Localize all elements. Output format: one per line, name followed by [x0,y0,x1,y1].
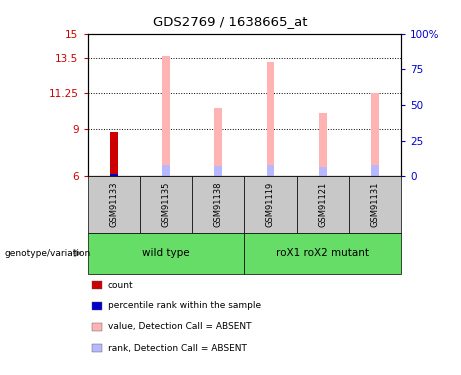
Bar [371,93,379,176]
Bar [319,113,326,176]
Bar [110,174,118,176]
Text: GSM91119: GSM91119 [266,182,275,227]
Text: count: count [108,280,134,290]
Bar [266,165,274,176]
Text: wild type: wild type [142,248,190,258]
Bar [162,56,170,176]
Text: GSM91138: GSM91138 [214,182,223,227]
Bar [162,165,170,176]
Text: GSM91131: GSM91131 [371,182,379,227]
Text: GSM91135: GSM91135 [161,182,171,227]
Text: GSM91133: GSM91133 [109,182,118,227]
Text: GSM91121: GSM91121 [318,182,327,227]
Text: roX1 roX2 mutant: roX1 roX2 mutant [276,248,369,258]
Bar [214,108,222,176]
Bar [266,62,274,176]
Text: GDS2769 / 1638665_at: GDS2769 / 1638665_at [153,15,308,28]
Bar [110,132,118,176]
Text: percentile rank within the sample: percentile rank within the sample [108,302,261,310]
Bar [371,165,379,176]
Text: value, Detection Call = ABSENT: value, Detection Call = ABSENT [108,322,251,332]
Text: genotype/variation: genotype/variation [5,249,91,258]
Bar [214,166,222,176]
Bar [319,167,326,176]
Text: rank, Detection Call = ABSENT: rank, Detection Call = ABSENT [108,344,247,352]
